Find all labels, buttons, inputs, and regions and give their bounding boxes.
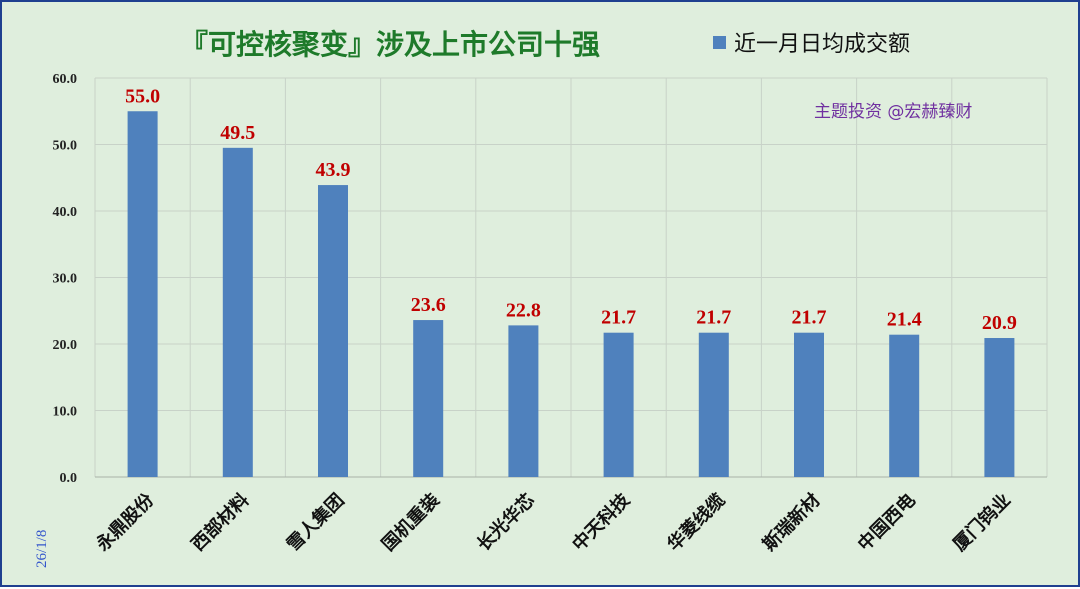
bar <box>603 332 634 477</box>
category-label: 厦门钨业 <box>948 489 1014 555</box>
category-label: 永鼎股份 <box>91 488 159 556</box>
bar-value-label: 21.7 <box>696 307 731 329</box>
grid-layer <box>94 77 1048 478</box>
category-label: 长光华芯 <box>472 489 538 555</box>
category-label: 中天科技 <box>568 488 635 555</box>
legend-swatch <box>713 36 726 49</box>
y-tick-label: 30.0 <box>53 272 78 287</box>
source-annotation: 主题投资 @宏赫臻财 <box>814 102 972 122</box>
y-tick-label: 40.0 <box>53 205 78 220</box>
bar <box>222 147 253 477</box>
y-tick-label: 0.0 <box>60 471 78 486</box>
category-label: 西部材料 <box>187 489 253 555</box>
bar-value-label: 23.6 <box>411 294 446 316</box>
category-label: 中国西电 <box>853 489 919 555</box>
category-label: 国机重装 <box>377 489 443 555</box>
y-tick-label: 60.0 <box>53 72 78 87</box>
bar <box>984 338 1015 477</box>
category-label: 华菱线缆 <box>663 489 729 555</box>
bars-layer <box>127 111 1015 477</box>
y-tick-label: 20.0 <box>53 338 78 353</box>
bar <box>889 334 920 477</box>
bar-value-label: 21.7 <box>601 307 636 329</box>
bar-value-label: 55.0 <box>125 85 160 107</box>
chart-title: 『可控核聚变』涉及上市公司十强 <box>180 28 600 61</box>
bar <box>794 332 824 477</box>
bar <box>413 320 444 477</box>
bar-value-label: 22.8 <box>506 299 541 321</box>
date-label: 26/1/8 <box>34 530 50 568</box>
category-label: 雪人集团 <box>282 489 348 555</box>
category-label: 斯瑞新材 <box>758 489 824 555</box>
y-tick-label: 50.0 <box>53 139 78 154</box>
bar <box>127 111 158 477</box>
bar-value-label: 49.5 <box>220 122 255 144</box>
legend-label: 近一月日均成交额 <box>734 32 910 57</box>
bar <box>318 185 348 477</box>
bar-value-label: 43.9 <box>316 159 351 181</box>
bar <box>508 325 539 477</box>
bar <box>698 332 729 477</box>
bar-value-label: 21.4 <box>887 309 922 331</box>
bar-value-label: 21.7 <box>792 307 827 329</box>
y-tick-label: 10.0 <box>53 405 78 420</box>
bar-value-label: 20.9 <box>982 312 1017 334</box>
